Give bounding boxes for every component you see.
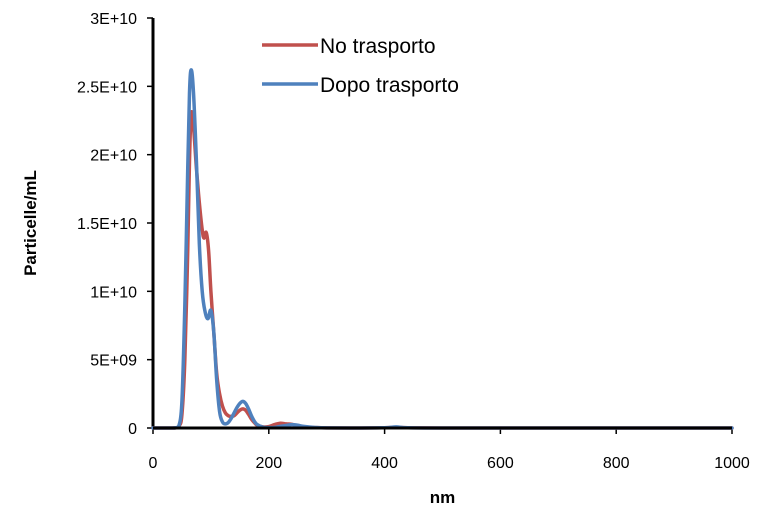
y-tick-label: 3E+10 — [90, 11, 137, 28]
x-tick-label: 0 — [149, 455, 158, 472]
y-tick-label: 0 — [128, 421, 137, 438]
x-tick-label: 600 — [487, 455, 514, 472]
x-tick-label: 1000 — [714, 455, 750, 472]
plot-area: 0 200 400 600 800 1000 0 5E+09 1E+10 1.5E+10 2E+1… — [77, 11, 750, 472]
x-axis-title: nm — [430, 488, 456, 507]
y-tick-label: 5E+09 — [90, 353, 137, 370]
legend: No trasporto Dopo trasporto — [262, 35, 459, 97]
y-tick-label: 2E+10 — [90, 148, 137, 165]
x-tick-label: 400 — [371, 455, 398, 472]
series-layer — [151, 68, 734, 430]
series-line-no-trasporto — [151, 110, 734, 430]
y-tick-label: 1.5E+10 — [77, 216, 137, 233]
x-tick-label: 200 — [255, 455, 282, 472]
y-tick-label: 1E+10 — [90, 284, 137, 301]
y-tick-label: 2.5E+10 — [77, 79, 137, 96]
x-tick-label: 800 — [603, 455, 630, 472]
y-axis-ticks: 0 5E+09 1E+10 1.5E+10 2E+10 2.5E+10 3E+10 — [77, 11, 153, 438]
x-axis-ticks: 0 200 400 600 800 1000 — [149, 428, 750, 472]
legend-label-dopo-trasporto: Dopo trasporto — [320, 74, 459, 97]
legend-label-no-trasporto: No trasporto — [320, 35, 436, 58]
y-axis-title: Particelle/mL — [21, 170, 40, 276]
series-line-dopo-trasporto — [151, 68, 734, 430]
